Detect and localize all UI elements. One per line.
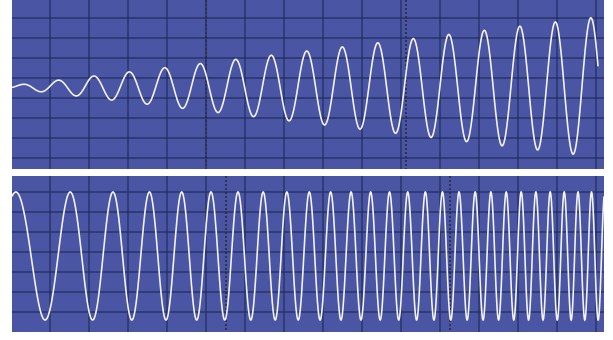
chirp-signal-svg (12, 176, 604, 332)
growing-oscillation-svg (12, 0, 604, 169)
chirp-trace (12, 190, 604, 322)
growing-oscillation-plot (12, 0, 604, 169)
growing-sine-trace (12, 16, 599, 155)
chirp-signal-plot (12, 176, 604, 332)
plot-background (12, 0, 604, 169)
